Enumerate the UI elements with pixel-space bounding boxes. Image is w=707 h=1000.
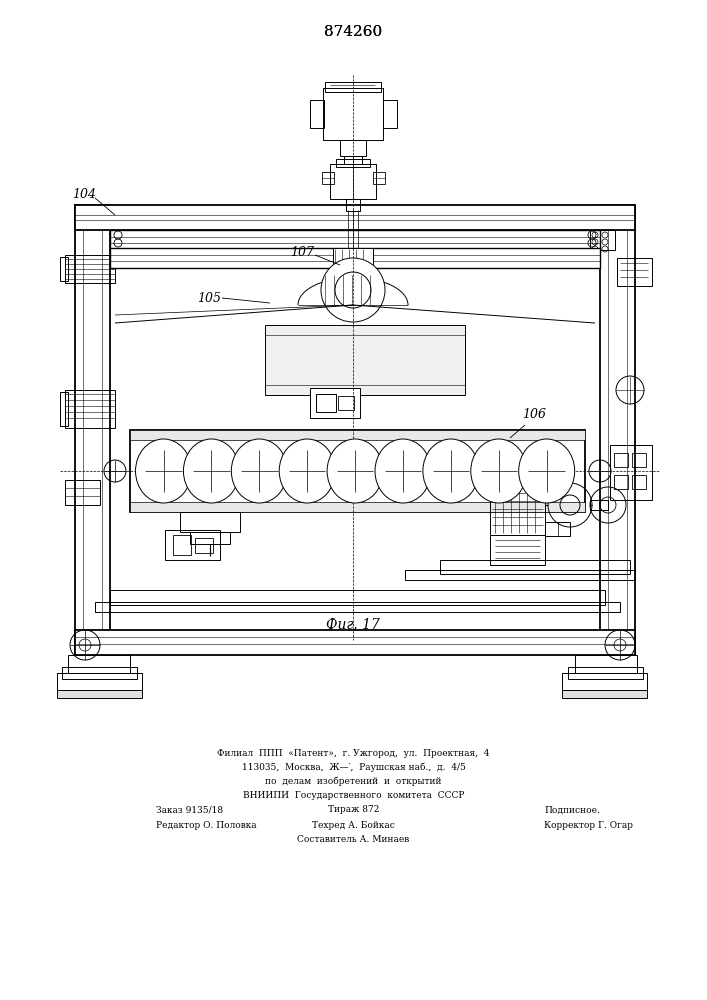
Bar [490,535,545,565]
Bar [110,590,605,605]
Bar [617,258,652,286]
Bar [110,248,600,268]
Bar [62,667,137,679]
Text: Фиг. 17: Фиг. 17 [326,618,380,632]
Bar [75,205,110,655]
Text: 874260: 874260 [324,25,382,39]
Ellipse shape [327,439,383,503]
Circle shape [321,258,385,322]
Text: Заказ 9135/18: Заказ 9135/18 [156,806,223,814]
Bar [316,394,336,412]
Ellipse shape [471,439,527,503]
Text: Филиал  ППП  «Патент»,  г. Ужгород,  ул.  Проектная,  4: Филиал ППП «Патент», г. Ужгород, ул. Про… [217,748,490,758]
Bar [180,512,240,532]
Bar [130,430,585,440]
Ellipse shape [423,439,479,503]
Text: 874260: 874260 [324,25,382,39]
Bar [545,522,570,536]
Bar [575,655,637,673]
Bar [265,325,465,395]
Text: 106: 106 [522,408,546,422]
Bar [610,445,652,500]
Bar [344,156,362,164]
Bar [130,430,585,512]
Ellipse shape [519,439,575,503]
Bar [590,230,615,250]
Text: Тираж 872: Тираж 872 [328,806,379,814]
Bar [322,172,334,184]
Text: 107: 107 [290,246,314,259]
Bar [632,453,646,467]
Bar [614,453,628,467]
Bar [195,538,213,553]
Bar [346,199,360,211]
Bar [383,100,397,128]
Bar [490,480,545,535]
Bar [562,673,647,691]
Bar [562,690,647,698]
Bar [130,502,585,512]
Bar [600,205,635,655]
Text: 105: 105 [197,292,221,304]
Bar [405,570,635,580]
Bar [330,164,376,199]
Bar [333,248,373,268]
Polygon shape [490,535,545,560]
Bar [590,500,608,510]
Bar [373,172,385,184]
Bar [65,390,115,428]
Text: 113035,  Москва,  Ж—‵,  Раушская наб.,  д.  4/5: 113035, Москва, Ж—‵, Раушская наб., д. 4… [242,762,465,772]
Text: Редактор О. Половка: Редактор О. Половка [156,820,256,830]
Bar [60,257,68,281]
Bar [57,690,142,698]
Bar [190,532,230,544]
Bar [310,388,360,418]
Text: 104: 104 [72,188,96,202]
Bar [336,159,370,167]
Bar [95,602,620,612]
Bar [65,255,115,283]
Bar [110,230,600,250]
Bar [568,667,643,679]
Bar [440,560,630,574]
Bar [75,630,635,655]
Text: Составитель А. Минаев: Составитель А. Минаев [298,836,409,844]
Bar [340,140,366,156]
Bar [165,530,220,560]
Bar [65,480,100,505]
Text: по  делам  изобретений  и  открытий: по делам изобретений и открытий [265,776,442,786]
Bar [632,475,646,489]
Text: Корректор Г. Огар: Корректор Г. Огар [544,820,633,830]
Ellipse shape [231,439,287,503]
Bar [310,100,324,128]
Bar [614,475,628,489]
Ellipse shape [136,439,192,503]
Bar [325,82,381,92]
Bar [75,205,635,230]
Ellipse shape [279,439,335,503]
Bar [338,396,354,410]
Text: ВНИИПИ  Государственного  комитета  СССР: ВНИИПИ Государственного комитета СССР [243,790,464,800]
Bar [68,655,130,673]
Text: Подписное.: Подписное. [544,806,600,814]
Bar [60,392,68,426]
Bar [173,535,191,555]
Ellipse shape [375,439,431,503]
Bar [323,88,383,140]
Ellipse shape [183,439,240,503]
Text: Техред А. Бойкас: Техред А. Бойкас [312,820,395,830]
Bar [57,673,142,691]
